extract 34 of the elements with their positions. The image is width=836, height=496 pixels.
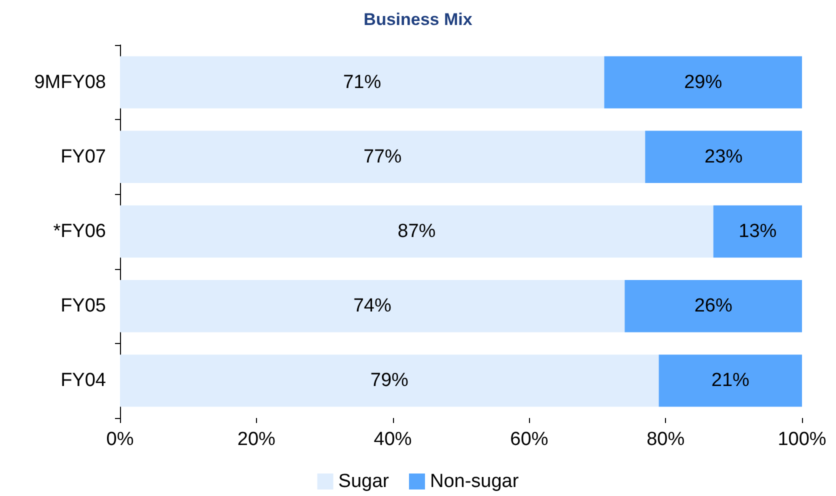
data-label: 29%	[684, 72, 722, 93]
bar	[120, 354, 659, 407]
data-label: 71%	[343, 72, 382, 93]
chart-title: Business Mix	[364, 10, 473, 29]
legend-label: Non-sugar	[430, 471, 520, 492]
y-tick-label: 9MFY08	[34, 72, 106, 93]
y-tick-label: FY04	[60, 370, 106, 392]
bar	[120, 280, 625, 332]
x-tick-label: 60%	[510, 429, 548, 450]
data-label: 77%	[364, 146, 402, 168]
data-label: 74%	[353, 296, 392, 317]
legend-label: Sugar	[338, 471, 390, 492]
y-tick-label: FY07	[60, 146, 106, 168]
data-label: 21%	[711, 370, 750, 392]
data-label: 79%	[370, 370, 409, 392]
data-label: 13%	[738, 221, 777, 242]
data-label: 26%	[694, 296, 732, 317]
data-label: 23%	[704, 146, 743, 168]
x-tick-label: 0%	[106, 429, 134, 450]
bar	[120, 205, 714, 258]
x-tick-label: 20%	[237, 429, 276, 450]
bar	[120, 56, 604, 108]
bar	[658, 354, 802, 407]
x-tick-label: 100%	[778, 429, 826, 450]
y-tick-label: *FY06	[53, 221, 106, 242]
bar	[604, 56, 802, 108]
data-label: 87%	[398, 221, 436, 242]
x-tick-label: 80%	[646, 429, 685, 450]
bar	[645, 130, 802, 184]
bar	[624, 280, 802, 332]
y-tick-label: FY05	[60, 296, 106, 317]
x-tick-label: 40%	[374, 429, 412, 450]
bar	[120, 130, 646, 184]
bar	[713, 205, 802, 258]
